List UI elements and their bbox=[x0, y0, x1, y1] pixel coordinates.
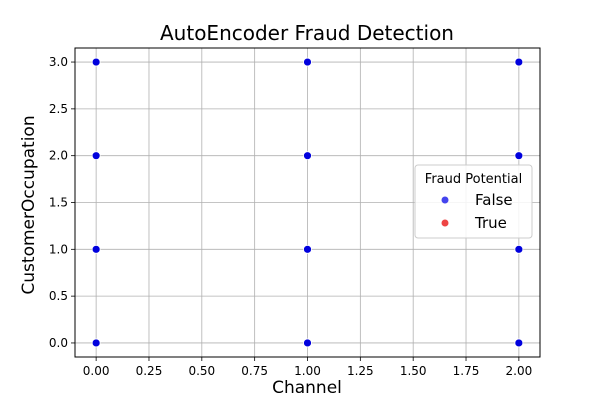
y-tick-label: 0.0 bbox=[49, 336, 68, 350]
data-point bbox=[91, 151, 101, 161]
legend-title: Fraud Potential bbox=[425, 172, 522, 187]
data-points bbox=[91, 57, 524, 348]
chart-title: AutoEncoder Fraud Detection bbox=[160, 21, 454, 45]
y-axis-label: CustomerOccupation bbox=[19, 115, 39, 294]
legend: Fraud Potential False True bbox=[414, 164, 533, 239]
y-tick-label: 0.5 bbox=[49, 289, 68, 303]
data-point bbox=[303, 57, 312, 67]
data-point bbox=[514, 151, 524, 161]
x-tick-label: 2.00 bbox=[506, 364, 533, 378]
data-point bbox=[303, 244, 312, 254]
y-tick-label: 1.0 bbox=[49, 242, 68, 256]
x-tick-label: 0.00 bbox=[83, 364, 110, 378]
data-point bbox=[514, 57, 524, 67]
y-axis-ticks: 0.0 0.5 1.0 1.5 2.0 2.5 3.0 bbox=[49, 55, 75, 350]
x-tick-label: 1.25 bbox=[347, 364, 374, 378]
legend-entries: False True bbox=[441, 191, 513, 232]
x-tick-label: 1.75 bbox=[453, 364, 480, 378]
x-tick-label: 0.50 bbox=[188, 364, 215, 378]
y-tick-label: 2.5 bbox=[49, 102, 68, 116]
data-point bbox=[514, 338, 524, 348]
x-tick-label: 0.75 bbox=[241, 364, 268, 378]
x-axis-ticks: 0.00 0.25 0.50 0.75 1.00 1.25 1.50 1.75 2.00 bbox=[83, 357, 532, 378]
legend-label: False bbox=[475, 191, 513, 209]
data-point bbox=[91, 338, 101, 348]
y-tick-label: 2.0 bbox=[49, 149, 68, 163]
legend-marker bbox=[441, 196, 449, 204]
legend-marker bbox=[441, 219, 449, 227]
x-axis-label: Channel bbox=[272, 378, 342, 398]
data-point bbox=[303, 338, 312, 348]
x-tick-label: 1.50 bbox=[400, 364, 427, 378]
x-tick-label: 0.25 bbox=[136, 364, 163, 378]
data-point bbox=[91, 57, 101, 67]
data-point bbox=[514, 244, 524, 254]
data-point bbox=[91, 244, 101, 254]
legend-label: True bbox=[474, 214, 507, 232]
data-point bbox=[303, 151, 312, 161]
y-tick-label: 1.5 bbox=[49, 196, 68, 210]
x-tick-label: 1.00 bbox=[294, 364, 321, 378]
y-tick-label: 3.0 bbox=[49, 55, 68, 69]
